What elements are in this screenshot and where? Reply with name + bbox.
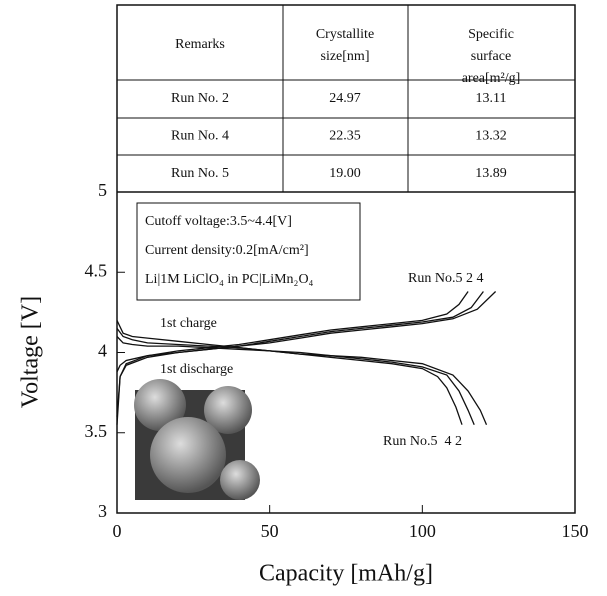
curve [116,291,497,373]
table-cell: 13.11 [476,91,507,106]
table-cell: 24.97 [329,91,361,106]
curve [116,291,469,425]
x-tick-label: 150 [562,521,589,541]
x-axis-label: Capacity [mAh/g] [259,561,433,587]
annotation: 1st charge [160,316,217,331]
frame [116,4,576,514]
y-tick-label: 5 [98,180,107,200]
annotation: Run No.5 2 4 [408,271,483,286]
y-tick-label: 3.5 [85,421,108,441]
table-cell: Run No. 2 [171,91,229,106]
curve [116,328,475,425]
y-tick-label: 4.5 [85,260,108,280]
x-tick-label: 0 [113,521,122,541]
y-tick-label: 3 [98,501,107,521]
table-cell: Run No. 5 [171,166,229,181]
table-header: Remarks [175,37,225,52]
sem-photo [134,379,260,500]
curve [116,291,484,417]
table-header: Crystallite size[nm] [316,27,374,64]
x-tick-label: 50 [261,521,279,541]
condition-text: Current density:0.2[mA/cm²] [145,243,309,258]
table-cell: 13.32 [475,129,507,144]
table-cell: Run No. 4 [171,129,229,144]
x-tick-label: 100 [409,521,436,541]
annotation: Run No.5 4 2 [383,434,462,449]
condition-text: Cutoff voltage:3.5~4.4[V] [145,214,292,229]
table-grid [117,5,575,193]
y-tick-label: 4 [98,341,107,361]
conditions-box [136,202,361,301]
table-header: Specific surface area[m²/g] [462,27,521,86]
y-axis-label: Voltage [V] [18,296,44,408]
annotation: 1st discharge [160,362,233,377]
table-cell: 22.35 [329,129,361,144]
table-cell: 19.00 [329,166,361,181]
table-cell: 13.89 [475,166,507,181]
condition-text: Li|1M LiClO₄ in PC|LiMn₂O₄ [145,272,314,287]
curve [116,336,488,425]
